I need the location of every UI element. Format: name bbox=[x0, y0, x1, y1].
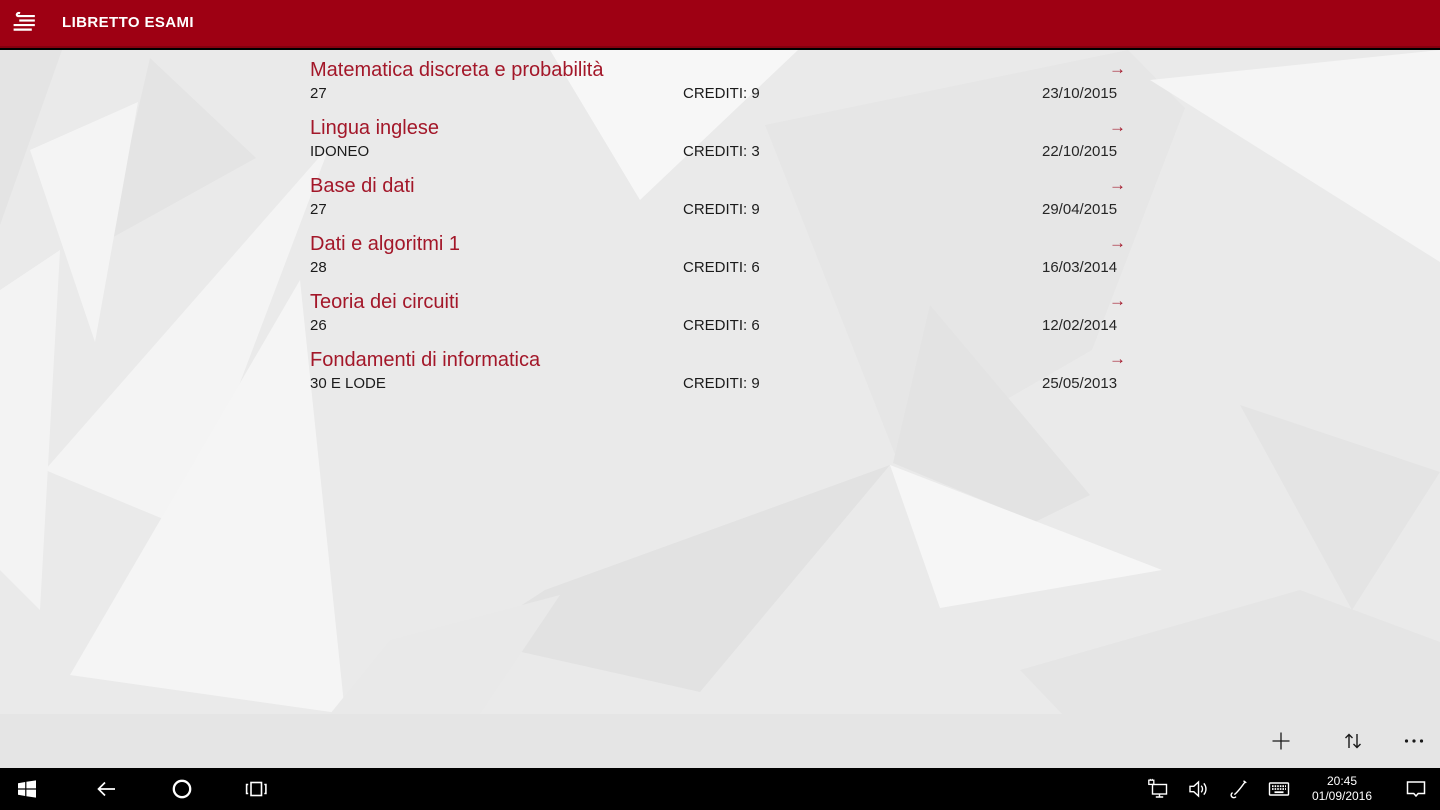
exam-date: 29/04/2015 bbox=[1042, 201, 1118, 218]
action-center-icon bbox=[1403, 777, 1427, 801]
cortana-button[interactable] bbox=[152, 768, 212, 810]
exam-list-item[interactable]: Base di dati 27 CREDITI: 9 → 29/04/2015 bbox=[310, 173, 1126, 221]
hamburger-scroll-icon bbox=[11, 10, 37, 36]
arrow-right-icon: → bbox=[1109, 233, 1126, 252]
menu-button[interactable] bbox=[0, 0, 48, 46]
back-button[interactable] bbox=[76, 768, 136, 810]
start-button[interactable] bbox=[0, 768, 54, 810]
exam-name: Fondamenti di informatica bbox=[310, 349, 541, 371]
network-icon bbox=[1147, 777, 1171, 801]
exam-grade: 27 bbox=[310, 85, 327, 102]
exam-name: Base di dati bbox=[310, 175, 415, 197]
sort-button[interactable] bbox=[1329, 717, 1377, 765]
pen-tray-button[interactable] bbox=[1219, 768, 1259, 810]
exam-credits: CREDITI: 6 bbox=[683, 259, 760, 276]
taskbar-time: 20:45 bbox=[1326, 774, 1358, 788]
system-tray: 20:45 01/09/2016 bbox=[1139, 768, 1440, 810]
add-button[interactable] bbox=[1257, 717, 1305, 765]
action-center-button[interactable] bbox=[1395, 768, 1435, 810]
arrow-right-icon: → bbox=[1109, 117, 1126, 136]
exam-credits: CREDITI: 6 bbox=[683, 317, 760, 334]
command-bar bbox=[0, 714, 1440, 768]
exam-list-item[interactable]: Teoria dei circuiti 26 CREDITI: 6 → 12/0… bbox=[310, 289, 1126, 337]
taskbar-clock[interactable]: 20:45 01/09/2016 bbox=[1301, 774, 1383, 804]
exam-date: 25/05/2013 bbox=[1042, 375, 1118, 392]
keyboard-icon bbox=[1267, 777, 1291, 801]
volume-tray-button[interactable] bbox=[1179, 768, 1219, 810]
exam-list-item[interactable]: Lingua inglese IDONEO CREDITI: 3 → 22/10… bbox=[310, 115, 1126, 163]
exam-grade: IDONEO bbox=[310, 143, 370, 160]
exam-grade: 26 bbox=[310, 317, 327, 334]
exam-list-item[interactable]: Dati e algoritmi 1 28 CREDITI: 6 → 16/03… bbox=[310, 231, 1126, 279]
exam-date: 12/02/2014 bbox=[1042, 317, 1118, 334]
exam-credits: CREDITI: 3 bbox=[683, 143, 760, 160]
content-area: Matematica discreta e probabilità 27 CRE… bbox=[0, 50, 1440, 714]
exam-credits: CREDITI: 9 bbox=[683, 201, 760, 218]
exam-grade: 28 bbox=[310, 259, 327, 276]
app-header: LIBRETTO ESAMI bbox=[0, 0, 1440, 48]
page-title: LIBRETTO ESAMI bbox=[62, 14, 194, 31]
back-arrow-icon bbox=[93, 777, 119, 801]
taskbar: 20:45 01/09/2016 bbox=[0, 768, 1440, 810]
arrow-right-icon: → bbox=[1109, 175, 1126, 194]
arrow-right-icon: → bbox=[1109, 291, 1126, 310]
exam-date: 22/10/2015 bbox=[1042, 143, 1118, 160]
background-pattern bbox=[0, 50, 1440, 714]
exam-name: Matematica discreta e probabilità bbox=[310, 59, 604, 81]
volume-icon bbox=[1187, 777, 1211, 801]
exam-grade: 30 E LODE bbox=[310, 375, 386, 392]
task-view-icon bbox=[243, 777, 269, 801]
plus-icon bbox=[1269, 729, 1293, 753]
exam-name: Dati e algoritmi 1 bbox=[310, 233, 461, 255]
network-tray-button[interactable] bbox=[1139, 768, 1179, 810]
sort-arrows-icon bbox=[1341, 729, 1365, 753]
pen-icon bbox=[1227, 777, 1251, 801]
task-view-button[interactable] bbox=[226, 768, 286, 810]
exam-grade: 27 bbox=[310, 201, 327, 218]
keyboard-tray-button[interactable] bbox=[1259, 768, 1299, 810]
ellipsis-icon bbox=[1402, 729, 1426, 753]
taskbar-date: 01/09/2016 bbox=[1311, 789, 1373, 803]
exam-date: 23/10/2015 bbox=[1042, 85, 1118, 102]
arrow-right-icon: → bbox=[1109, 59, 1126, 78]
exam-date: 16/03/2014 bbox=[1042, 259, 1118, 276]
cortana-circle-icon bbox=[170, 777, 194, 801]
windows-start-icon bbox=[15, 777, 39, 801]
arrow-right-icon: → bbox=[1109, 349, 1126, 368]
exam-list-item[interactable]: Matematica discreta e probabilità 27 CRE… bbox=[310, 57, 1126, 105]
exam-credits: CREDITI: 9 bbox=[683, 85, 760, 102]
exam-name: Lingua inglese bbox=[310, 117, 439, 139]
more-button[interactable] bbox=[1390, 717, 1438, 765]
exam-credits: CREDITI: 9 bbox=[683, 375, 760, 392]
exam-list-item[interactable]: Fondamenti di informatica 30 E LODE CRED… bbox=[310, 347, 1126, 395]
exam-name: Teoria dei circuiti bbox=[310, 291, 459, 313]
exam-list: Matematica discreta e probabilità 27 CRE… bbox=[310, 57, 1126, 405]
